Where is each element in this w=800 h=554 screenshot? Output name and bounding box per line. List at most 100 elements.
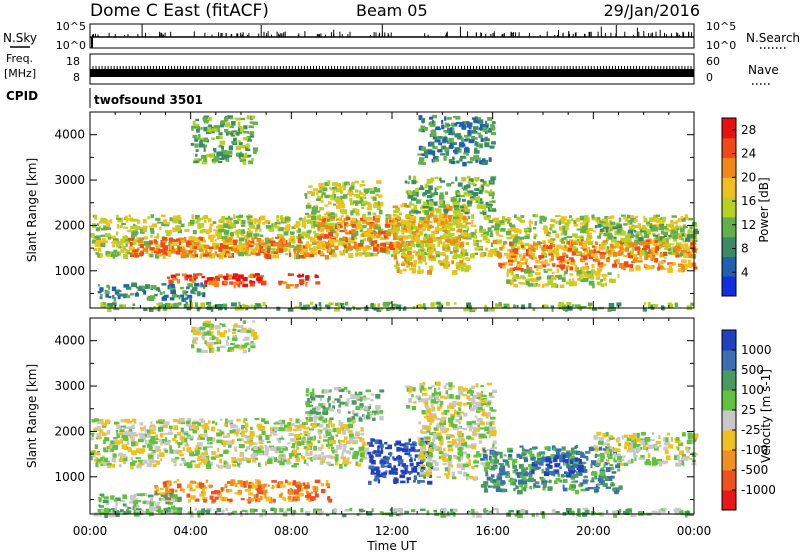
heatmap-cell bbox=[295, 221, 301, 226]
heatmap-cell bbox=[135, 457, 141, 460]
heatmap-cell bbox=[194, 215, 200, 220]
heatmap-cell bbox=[449, 223, 453, 227]
heatmap-cell bbox=[436, 225, 439, 229]
heatmap-cell bbox=[133, 450, 138, 453]
heatmap-cell bbox=[287, 307, 294, 312]
heatmap-cell bbox=[502, 216, 506, 221]
heatmap-cell bbox=[123, 461, 126, 465]
heatmap-cell bbox=[475, 141, 479, 147]
heatmap-cell bbox=[345, 301, 349, 306]
heatmap-cell bbox=[390, 241, 393, 245]
heatmap-cell bbox=[520, 245, 524, 248]
heatmap-cell bbox=[465, 265, 471, 270]
heatmap-cell bbox=[182, 290, 186, 295]
heatmap-cell bbox=[652, 217, 659, 223]
heatmap-cell bbox=[524, 242, 530, 247]
heatmap-cell bbox=[294, 306, 300, 309]
heatmap-cell bbox=[391, 224, 394, 230]
heatmap-cell bbox=[450, 122, 456, 126]
heatmap-cell bbox=[198, 447, 202, 450]
y-tick-label: 4000 bbox=[54, 128, 85, 142]
heatmap-cell bbox=[366, 207, 373, 211]
heatmap-cell bbox=[182, 447, 186, 451]
heatmap-cell bbox=[284, 227, 289, 232]
heatmap-cell bbox=[474, 196, 480, 201]
heatmap-cell bbox=[347, 245, 353, 251]
heatmap-cell bbox=[195, 220, 199, 224]
heatmap-cell bbox=[187, 436, 191, 439]
heatmap-cell bbox=[675, 245, 681, 250]
heatmap-cell bbox=[681, 259, 687, 263]
heatmap-cell bbox=[594, 225, 598, 229]
heatmap-cell bbox=[496, 252, 500, 258]
heatmap-cell bbox=[298, 279, 305, 284]
heatmap-cell bbox=[555, 215, 561, 218]
heatmap-cell bbox=[284, 217, 291, 222]
heatmap-cell bbox=[202, 247, 206, 251]
heatmap-cell bbox=[670, 226, 676, 230]
heatmap-cell bbox=[306, 462, 309, 466]
heatmap-cell bbox=[210, 234, 216, 238]
heatmap-cell bbox=[302, 455, 305, 460]
heatmap-cell bbox=[106, 430, 111, 435]
heatmap-cell bbox=[595, 276, 600, 280]
heatmap-cell bbox=[406, 265, 410, 268]
heatmap-cell bbox=[246, 242, 252, 247]
heatmap-cell bbox=[438, 142, 443, 146]
heatmap-cell bbox=[303, 459, 307, 464]
heatmap-cell bbox=[301, 218, 305, 223]
heatmap-cell bbox=[240, 244, 247, 249]
heatmap-cell bbox=[206, 154, 212, 158]
heatmap-cell bbox=[160, 442, 163, 446]
heatmap-cell bbox=[231, 121, 236, 126]
heatmap-cell bbox=[116, 426, 122, 429]
heatmap-cell bbox=[182, 250, 187, 254]
heatmap-cell bbox=[335, 302, 339, 306]
heatmap-cell bbox=[543, 225, 548, 229]
heatmap-cell bbox=[192, 246, 196, 249]
heatmap-cell bbox=[291, 226, 296, 229]
heatmap-cell bbox=[626, 214, 631, 219]
heatmap-cell bbox=[525, 252, 529, 257]
heatmap-cell bbox=[657, 233, 661, 238]
heatmap-cell bbox=[214, 239, 217, 242]
heatmap-cell bbox=[332, 187, 338, 192]
heatmap-cell bbox=[332, 427, 337, 433]
heatmap-cell bbox=[229, 420, 234, 425]
heatmap-cell bbox=[460, 248, 465, 253]
heatmap-cell bbox=[320, 246, 326, 250]
heatmap-cell bbox=[313, 445, 318, 451]
heatmap-cell bbox=[591, 264, 595, 269]
heatmap-cell bbox=[380, 247, 386, 252]
heatmap-cell bbox=[158, 254, 164, 257]
heatmap-cell bbox=[226, 132, 229, 136]
heatmap-cell bbox=[302, 222, 306, 226]
heatmap-cell bbox=[459, 215, 464, 220]
heatmap-cell bbox=[693, 224, 698, 228]
heatmap-cell bbox=[213, 156, 220, 161]
heatmap-cell bbox=[215, 231, 222, 236]
heatmap-cell bbox=[482, 236, 488, 241]
heatmap-cell bbox=[427, 220, 433, 224]
heatmap-cell bbox=[527, 283, 534, 287]
heatmap-cell bbox=[124, 418, 130, 422]
heatmap-cell bbox=[592, 230, 596, 233]
heatmap-cell bbox=[566, 262, 570, 265]
heatmap-cell bbox=[150, 285, 157, 289]
heatmap-cell bbox=[614, 242, 620, 246]
heatmap-cell bbox=[369, 240, 372, 245]
heatmap-cell bbox=[254, 445, 258, 450]
heatmap-cell bbox=[362, 193, 366, 196]
heatmap-cell bbox=[91, 240, 95, 244]
heatmap-cell bbox=[156, 454, 160, 459]
heatmap-cell bbox=[675, 247, 679, 252]
heatmap-cell bbox=[368, 188, 373, 191]
heatmap-cell bbox=[227, 419, 234, 423]
heatmap-cell bbox=[236, 152, 240, 157]
heatmap-cell bbox=[392, 252, 396, 257]
heatmap-cell bbox=[318, 214, 321, 220]
heatmap-cell bbox=[304, 216, 307, 220]
heatmap-cell bbox=[142, 227, 147, 232]
heatmap-cell bbox=[297, 275, 303, 278]
heatmap-cell bbox=[463, 148, 470, 153]
